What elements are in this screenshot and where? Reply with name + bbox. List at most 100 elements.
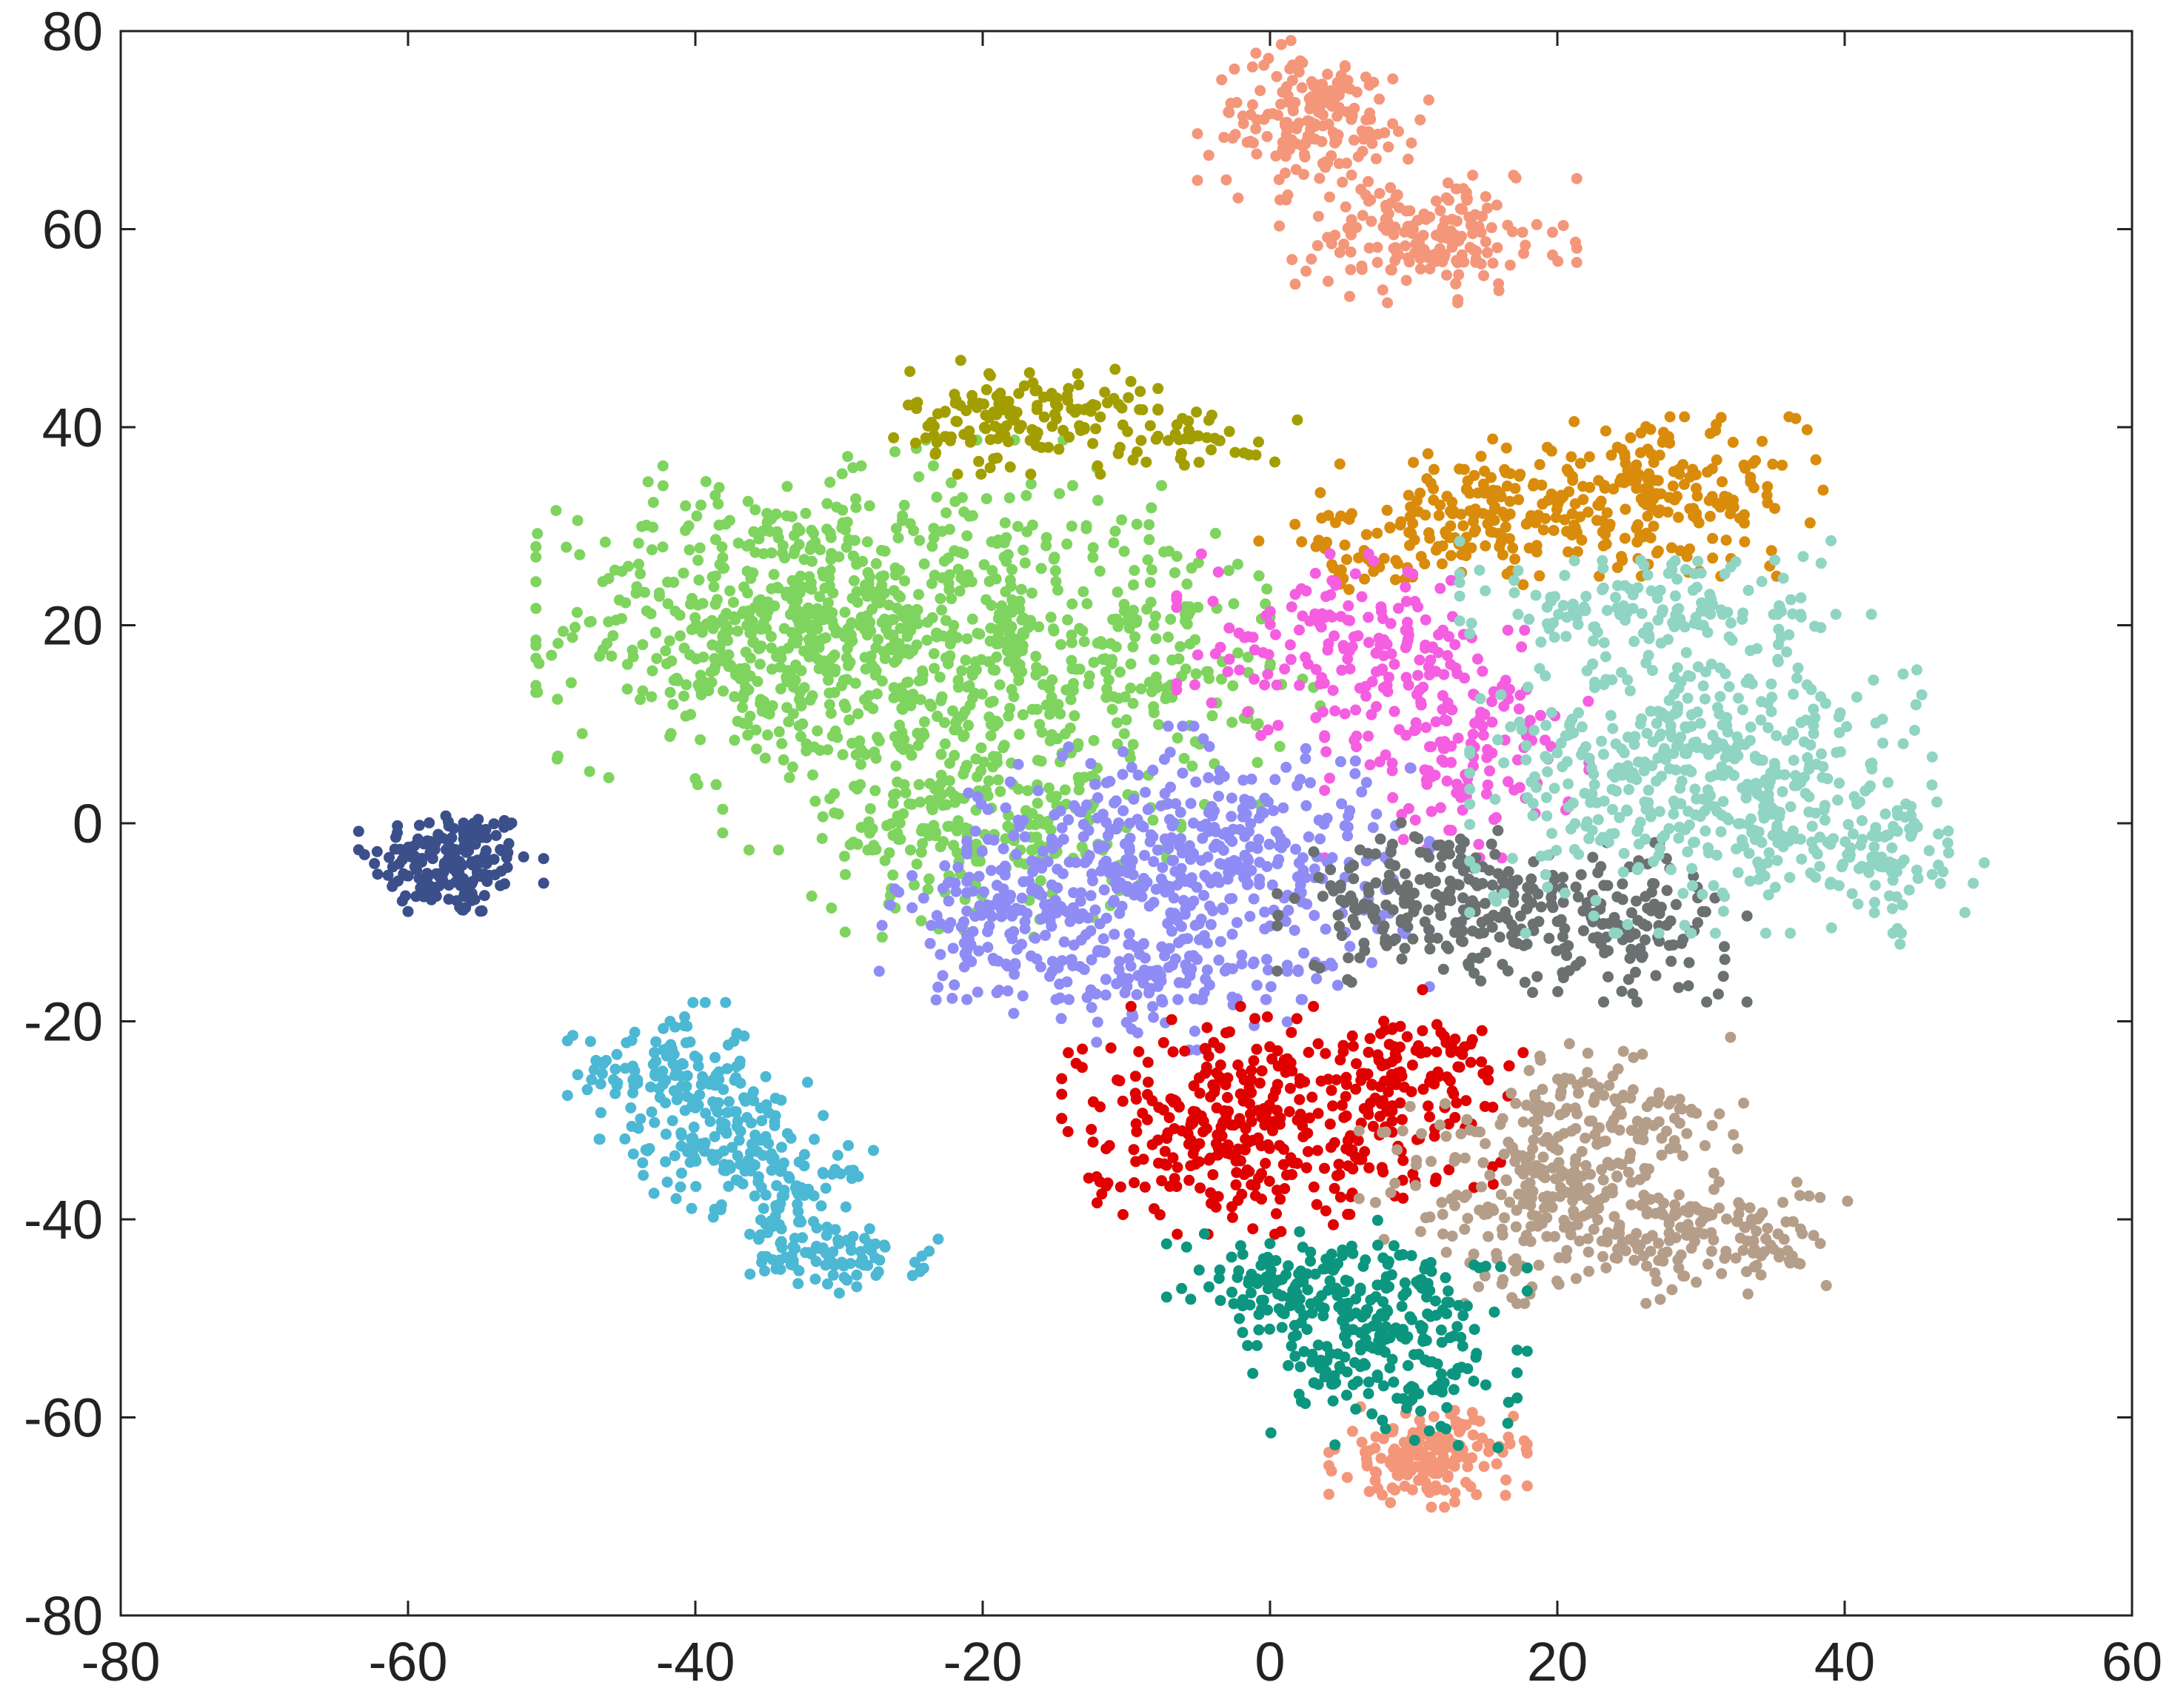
data-point <box>1035 563 1047 575</box>
data-point <box>1763 780 1774 792</box>
data-point <box>434 868 446 880</box>
data-point <box>1415 551 1427 563</box>
data-point <box>1250 47 1262 59</box>
data-point <box>1744 734 1756 746</box>
data-point <box>940 799 952 811</box>
data-point <box>1630 477 1642 488</box>
data-point <box>1601 507 1613 519</box>
data-point <box>1259 923 1271 935</box>
data-point <box>650 627 662 639</box>
data-point <box>1177 894 1189 906</box>
data-point <box>1140 456 1152 468</box>
data-point <box>943 775 955 787</box>
data-point <box>426 894 438 905</box>
data-point <box>750 724 762 736</box>
data-point <box>1482 744 1494 755</box>
data-point <box>1025 614 1037 626</box>
data-point <box>863 1223 875 1235</box>
data-point <box>950 394 962 406</box>
data-point <box>741 566 753 577</box>
data-point <box>421 872 433 884</box>
data-point <box>905 844 916 856</box>
data-point <box>1682 692 1694 704</box>
data-point <box>1046 840 1058 851</box>
data-point <box>1527 797 1539 809</box>
data-point <box>1546 488 1557 500</box>
data-point <box>1577 925 1589 937</box>
data-point <box>1163 841 1174 853</box>
data-point <box>935 769 947 781</box>
data-point <box>1109 526 1121 537</box>
data-point <box>1834 707 1846 719</box>
data-point <box>1202 666 1214 677</box>
data-point <box>675 1168 687 1179</box>
data-point <box>758 1202 769 1214</box>
data-point <box>671 1094 683 1105</box>
data-point <box>1475 258 1487 269</box>
data-point <box>876 931 888 943</box>
data-point <box>1723 681 1735 692</box>
data-point <box>744 671 755 682</box>
data-point <box>538 877 549 889</box>
data-point <box>1548 525 1560 536</box>
data-point <box>1642 443 1654 455</box>
data-point <box>761 611 772 623</box>
data-point <box>681 679 692 691</box>
data-point <box>895 834 906 845</box>
data-point <box>1272 858 1283 870</box>
data-point <box>1286 254 1298 266</box>
data-point <box>684 544 695 556</box>
data-point <box>1464 767 1476 779</box>
data-point <box>756 1115 768 1127</box>
data-point <box>1251 979 1263 991</box>
data-point <box>1301 898 1313 910</box>
data-point <box>1671 603 1683 615</box>
data-point <box>993 637 1005 649</box>
data-point <box>608 1074 619 1085</box>
data-point <box>402 905 414 917</box>
data-point <box>1489 848 1501 860</box>
data-point <box>1481 202 1493 214</box>
data-point <box>648 1188 660 1199</box>
data-point <box>1349 768 1361 780</box>
data-point <box>781 1128 793 1139</box>
data-point <box>992 955 1004 967</box>
data-point <box>975 855 986 867</box>
data-point <box>915 846 927 858</box>
data-point <box>635 1113 646 1125</box>
data-point <box>1563 801 1574 813</box>
data-point <box>1436 558 1448 570</box>
data-point <box>1086 1002 1097 1014</box>
data-point <box>1254 857 1266 868</box>
data-point <box>1385 846 1397 858</box>
data-point <box>661 1176 673 1188</box>
data-point <box>402 870 414 882</box>
data-point <box>1557 967 1568 979</box>
data-point <box>1477 478 1489 490</box>
data-point <box>1513 703 1525 715</box>
data-point <box>1738 459 1750 471</box>
data-point <box>1108 691 1120 703</box>
data-point <box>503 819 515 831</box>
data-point <box>1387 904 1399 916</box>
data-point <box>1710 425 1722 436</box>
data-point <box>897 515 908 526</box>
data-point <box>1460 483 1472 495</box>
data-point <box>718 612 729 624</box>
data-point <box>967 885 979 897</box>
data-point <box>1363 175 1374 187</box>
data-point <box>1436 754 1448 766</box>
data-point <box>695 734 706 746</box>
data-point <box>1588 910 1600 922</box>
data-point <box>846 617 858 629</box>
data-point <box>732 537 744 549</box>
data-point <box>1926 779 1938 791</box>
data-point <box>1018 814 1029 826</box>
data-point <box>1210 838 1222 850</box>
data-point <box>1309 121 1321 132</box>
data-point <box>1223 622 1235 634</box>
data-point <box>1414 684 1426 696</box>
data-point <box>789 1233 801 1244</box>
data-point <box>1518 1435 1530 1447</box>
data-point <box>1166 654 1178 666</box>
